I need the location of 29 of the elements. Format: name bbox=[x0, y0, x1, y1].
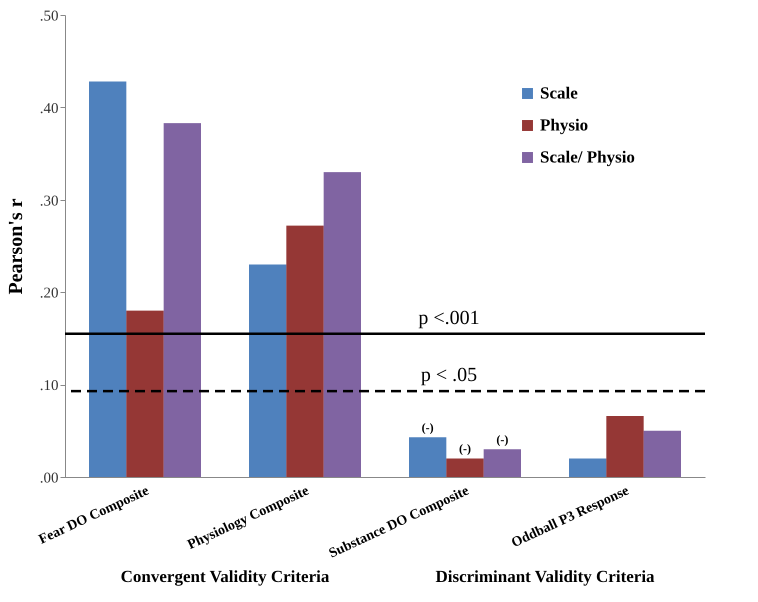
bar bbox=[409, 437, 446, 477]
legend-label: Scale bbox=[540, 84, 578, 102]
text: Convergent Validity Criteria bbox=[120, 567, 330, 586]
ref-line-label: p <.001 bbox=[418, 306, 480, 329]
data-label: (-) bbox=[496, 432, 508, 446]
bar bbox=[89, 82, 126, 477]
y-tick-label: .50 bbox=[40, 8, 58, 24]
data-label: (-) bbox=[422, 420, 434, 434]
y-tick-label: .30 bbox=[40, 193, 58, 210]
bar bbox=[164, 123, 201, 477]
y-axis-title: Pearson's r bbox=[4, 198, 27, 295]
y-tick-label: .40 bbox=[40, 100, 58, 117]
bar bbox=[484, 449, 521, 477]
text: Discriminant Validity Criteria bbox=[435, 567, 656, 586]
legend-label: Physio bbox=[540, 116, 588, 134]
bar bbox=[606, 416, 644, 477]
data-label: (-) bbox=[459, 442, 471, 456]
y-tick-label: .20 bbox=[40, 286, 58, 302]
y-tick-label: .00 bbox=[40, 470, 58, 486]
bar bbox=[644, 430, 681, 477]
bar bbox=[446, 458, 484, 477]
bar bbox=[569, 458, 606, 477]
bar bbox=[286, 226, 324, 477]
bar bbox=[126, 310, 164, 477]
ref-line-label: p < .05 bbox=[420, 364, 478, 386]
bar bbox=[249, 264, 286, 477]
bar bbox=[324, 172, 361, 477]
legend-label: Scale/ Physio bbox=[540, 148, 635, 166]
y-tick-label: .10 bbox=[40, 378, 58, 394]
